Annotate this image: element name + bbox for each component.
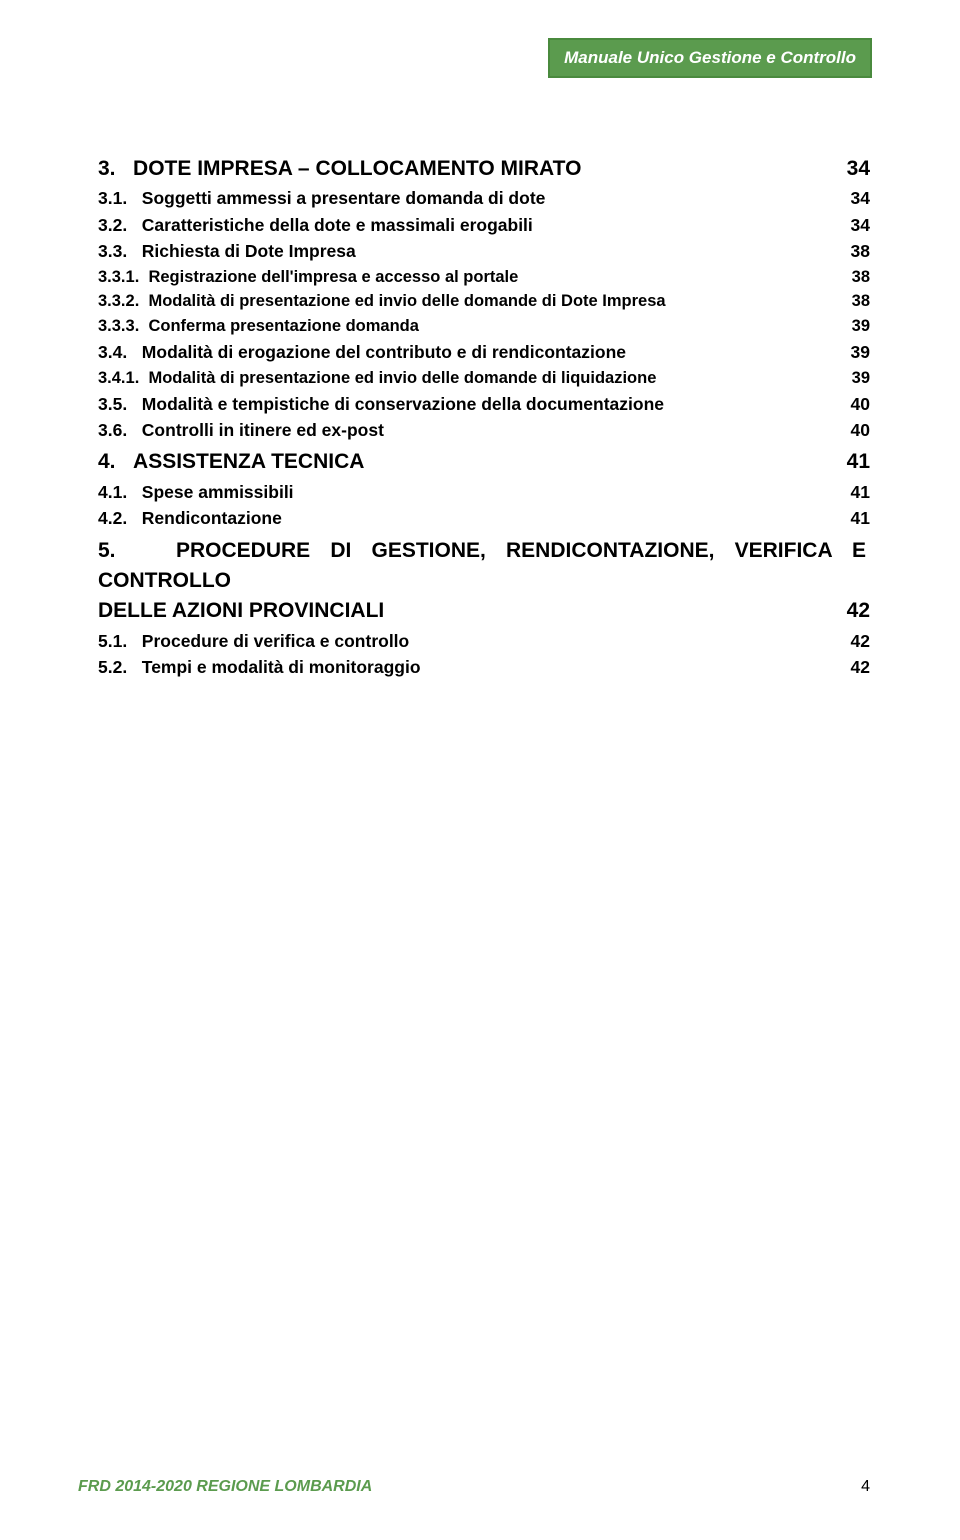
toc-sub: 3.1. Soggetti ammessi a presentare doman… [98, 186, 870, 211]
toc-label: 3.2. Caratteristiche della dote e massim… [98, 213, 831, 238]
toc-pagenum: 34 [851, 213, 870, 238]
toc-section-continuation: DELLE AZIONI PROVINCIALI 42 [98, 596, 870, 626]
header-title: Manuale Unico Gestione e Controllo [564, 48, 856, 67]
toc-section: 3. DOTE IMPRESA – COLLOCAMENTO MIRATO 34 [98, 154, 870, 184]
toc-label: 3. DOTE IMPRESA – COLLOCAMENTO MIRATO [98, 154, 827, 184]
toc-label: 3.5. Modalità e tempistiche di conservaz… [98, 392, 831, 417]
toc-label: 3.3.1. Registrazione dell'impresa e acce… [98, 266, 832, 290]
toc-pagenum: 42 [851, 629, 870, 654]
footer: FRD 2014-2020 REGIONE LOMBARDIA 4 [78, 1478, 870, 1496]
toc-sub: 5.1. Procedure di verifica e controllo 4… [98, 629, 870, 654]
toc-sub: 3.2. Caratteristiche della dote e massim… [98, 213, 870, 238]
toc-label: 5.1. Procedure di verifica e controllo [98, 629, 831, 654]
toc-label: 5. PROCEDURE DI GESTIONE, RENDICONTAZION… [98, 536, 870, 597]
toc-sub: 3.6. Controlli in itinere ed ex-post 40 [98, 418, 870, 443]
toc-pagenum: 41 [847, 447, 870, 477]
toc-pagenum: 40 [851, 392, 870, 417]
toc-subsub: 3.3.3. Conferma presentazione domanda 39 [98, 315, 870, 339]
toc-pagenum: 39 [851, 340, 870, 365]
toc-label: 3.4. Modalità di erogazione del contribu… [98, 340, 831, 365]
toc-section: 4. ASSISTENZA TECNICA 41 [98, 447, 870, 477]
toc-sub: 4.2. Rendicontazione 41 [98, 506, 870, 531]
toc-label: 3.3. Richiesta di Dote Impresa [98, 239, 831, 264]
toc-pagenum: 42 [851, 655, 870, 680]
toc-label: 3.3.2. Modalità di presentazione ed invi… [98, 290, 832, 314]
toc-label: 4. ASSISTENZA TECNICA [98, 447, 827, 477]
toc-label: DELLE AZIONI PROVINCIALI [98, 596, 827, 626]
toc-pagenum: 40 [851, 418, 870, 443]
toc-label: 3.1. Soggetti ammessi a presentare doman… [98, 186, 831, 211]
toc-pagenum: 39 [852, 315, 870, 339]
toc-pagenum: 38 [852, 290, 870, 314]
toc-subsub: 3.3.1. Registrazione dell'impresa e acce… [98, 266, 870, 290]
toc-pagenum: 34 [847, 154, 870, 184]
toc-sub: 5.2. Tempi e modalità di monitoraggio 42 [98, 655, 870, 680]
toc-label: 4.2. Rendicontazione [98, 506, 831, 531]
header-title-box: Manuale Unico Gestione e Controllo [548, 38, 872, 78]
toc-sub: 3.4. Modalità di erogazione del contribu… [98, 340, 870, 365]
toc-section: 5. PROCEDURE DI GESTIONE, RENDICONTAZION… [98, 536, 870, 597]
toc-label: 3.6. Controlli in itinere ed ex-post [98, 418, 831, 443]
toc-sub: 3.3. Richiesta di Dote Impresa 38 [98, 239, 870, 264]
toc-pagenum: 42 [847, 596, 870, 626]
toc-pagenum: 41 [851, 506, 870, 531]
toc-label: 5.2. Tempi e modalità di monitoraggio [98, 655, 831, 680]
toc-sub: 3.5. Modalità e tempistiche di conservaz… [98, 392, 870, 417]
toc-pagenum: 39 [852, 367, 870, 391]
footer-left-text: FRD 2014-2020 REGIONE LOMBARDIA [78, 1478, 372, 1496]
toc-pagenum: 34 [851, 186, 870, 211]
toc-pagenum: 38 [851, 239, 870, 264]
toc-label: 4.1. Spese ammissibili [98, 480, 831, 505]
toc-label: 3.4.1. Modalità di presentazione ed invi… [98, 367, 832, 391]
toc-pagenum: 38 [852, 266, 870, 290]
toc-sub: 4.1. Spese ammissibili 41 [98, 480, 870, 505]
footer-pagenum: 4 [861, 1478, 870, 1496]
toc-pagenum: 41 [851, 480, 870, 505]
toc-container: 3. DOTE IMPRESA – COLLOCAMENTO MIRATO 34… [98, 150, 870, 682]
toc-subsub: 3.4.1. Modalità di presentazione ed invi… [98, 367, 870, 391]
toc-label: 3.3.3. Conferma presentazione domanda [98, 315, 832, 339]
toc-subsub: 3.3.2. Modalità di presentazione ed invi… [98, 290, 870, 314]
